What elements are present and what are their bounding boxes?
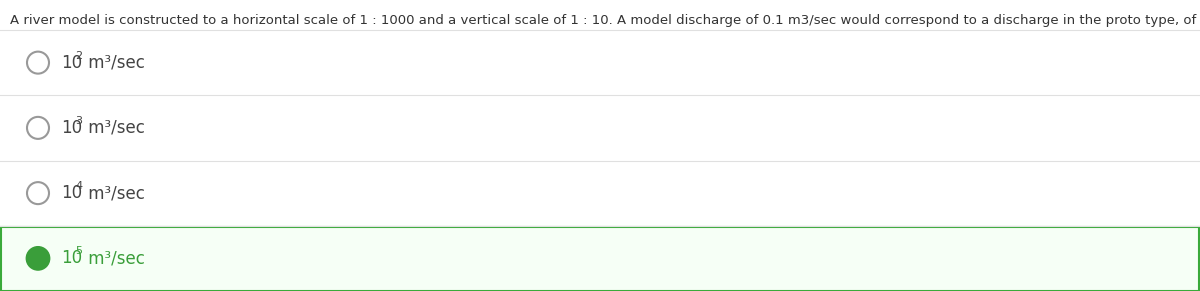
Ellipse shape (32, 253, 43, 264)
Text: 10: 10 (61, 54, 82, 72)
Text: 2: 2 (74, 51, 82, 61)
Text: 10: 10 (61, 184, 82, 202)
Ellipse shape (28, 247, 49, 269)
Text: 3: 3 (74, 116, 82, 126)
Text: 10: 10 (61, 249, 82, 267)
Text: 10: 10 (61, 119, 82, 137)
Text: A river model is constructed to a horizontal scale of 1 : 1000 and a vertical sc: A river model is constructed to a horizo… (10, 14, 1200, 27)
Text: m³/sec: m³/sec (83, 249, 145, 267)
Text: 5: 5 (74, 246, 82, 256)
Text: m³/sec: m³/sec (83, 119, 145, 137)
Text: m³/sec: m³/sec (83, 184, 145, 202)
FancyBboxPatch shape (1, 227, 1199, 291)
Text: 4: 4 (74, 181, 82, 191)
Text: m³/sec: m³/sec (83, 54, 145, 72)
